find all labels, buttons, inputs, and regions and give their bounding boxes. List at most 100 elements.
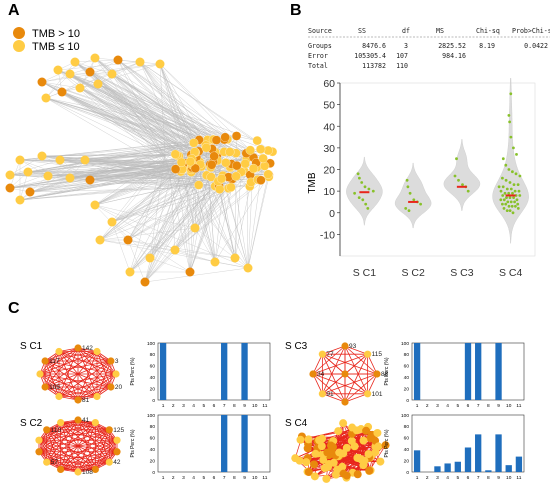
network-edge: [234, 182, 252, 259]
bar-y-tick-label: 60: [150, 364, 156, 370]
data-point: [455, 157, 458, 161]
bar: [475, 434, 482, 472]
data-point: [360, 181, 364, 184]
network-edge: [367, 354, 378, 375]
data-point: [502, 198, 506, 202]
network-edge: [234, 171, 242, 259]
network-node: [317, 442, 326, 451]
network-edge: [89, 71, 200, 163]
bar-x-tick-label: 8: [233, 403, 236, 409]
network-edge: [45, 73, 71, 99]
network-node: [93, 392, 101, 401]
network-edge: [38, 440, 48, 463]
network-edge: [38, 429, 48, 452]
bar-x-tick-label: 2: [172, 403, 175, 409]
network-node: [85, 67, 95, 77]
network-edge: [77, 429, 110, 473]
data-point: [407, 209, 411, 213]
network-node: [36, 370, 44, 378]
bar-x-tick-label: 3: [436, 403, 439, 409]
violin-shape: [492, 78, 529, 244]
bar-chart-frame: [157, 342, 271, 401]
table-cell: 0.0422: [524, 42, 548, 50]
network-node: [15, 155, 25, 165]
bar: [434, 466, 441, 472]
network-node: [339, 449, 348, 458]
bar: [464, 447, 472, 472]
network-edge: [322, 354, 346, 403]
x-tick-label: S C3: [450, 267, 474, 279]
table-cell: 107: [396, 52, 408, 60]
network-node: [221, 158, 231, 168]
bar-x-tick-label: 5: [202, 475, 205, 481]
x-tick-label: S C1: [353, 267, 377, 279]
network-edge: [60, 422, 96, 470]
data-point: [509, 135, 513, 139]
bar-y-tick-label: 80: [150, 352, 156, 358]
bar: [464, 343, 472, 400]
network-edge: [69, 73, 99, 85]
bar-y-tick-label: 100: [147, 413, 155, 419]
bar-y-tick-label: 60: [404, 436, 410, 442]
network-edge: [144, 267, 249, 283]
network-edge: [182, 169, 236, 259]
data-point: [513, 189, 517, 193]
node-label: 101: [372, 391, 383, 398]
network-edge: [39, 360, 111, 375]
network-node: [324, 463, 333, 472]
network-edge: [38, 429, 110, 441]
network-node: [216, 174, 227, 184]
data-point: [515, 198, 519, 202]
network-node: [105, 426, 113, 434]
bar-x-tick-label: 3: [182, 475, 185, 481]
network-node: [201, 143, 211, 153]
data-point: [404, 207, 408, 210]
data-point: [358, 176, 361, 180]
bar: [454, 461, 461, 472]
network-edge: [61, 91, 191, 162]
network-node: [185, 267, 195, 277]
network-edge: [45, 360, 117, 375]
network-node: [57, 418, 65, 427]
bar-x-tick-label: 8: [233, 475, 236, 481]
network-edge: [99, 171, 192, 241]
data-point: [461, 183, 464, 186]
network-node: [145, 253, 155, 263]
network-edge: [99, 174, 269, 241]
network-edge: [111, 221, 191, 273]
violin-shape: [394, 162, 432, 229]
network-edge: [79, 87, 166, 156]
network-node: [323, 448, 332, 457]
data-point: [506, 200, 510, 204]
data-point: [363, 185, 367, 189]
network-edge: [74, 61, 113, 75]
network-edge: [149, 257, 191, 273]
network-edge: [41, 71, 91, 83]
data-point: [501, 176, 504, 180]
network-edge: [322, 373, 346, 395]
bar: [241, 343, 248, 400]
node-label: 93: [349, 343, 357, 350]
data-point: [509, 187, 513, 191]
bar-x-tick-label: 8: [487, 403, 490, 409]
node-label: 109: [49, 384, 60, 391]
network-edge: [41, 63, 161, 83]
network-edge: [45, 373, 117, 388]
network-node: [25, 187, 35, 197]
network-node: [176, 157, 187, 167]
network-edge: [89, 154, 166, 181]
network-edge: [44, 386, 79, 401]
bar-x-tick-label: 1: [416, 403, 419, 409]
network-node: [55, 155, 65, 165]
bar-y-tick-label: 20: [404, 386, 410, 392]
table-cell: 3: [404, 42, 408, 50]
network-edge: [117, 59, 246, 164]
violin-plot: 60 50 40 30 20 10 0 -10 S C1 S C2 S C3 S C4 TMB: [300, 78, 540, 288]
network-edge: [39, 373, 60, 397]
network-node: [365, 466, 374, 475]
network-edge: [44, 360, 79, 401]
network-edge: [94, 204, 249, 269]
network-node: [373, 370, 381, 378]
network-node: [74, 344, 82, 352]
data-point: [356, 172, 360, 176]
